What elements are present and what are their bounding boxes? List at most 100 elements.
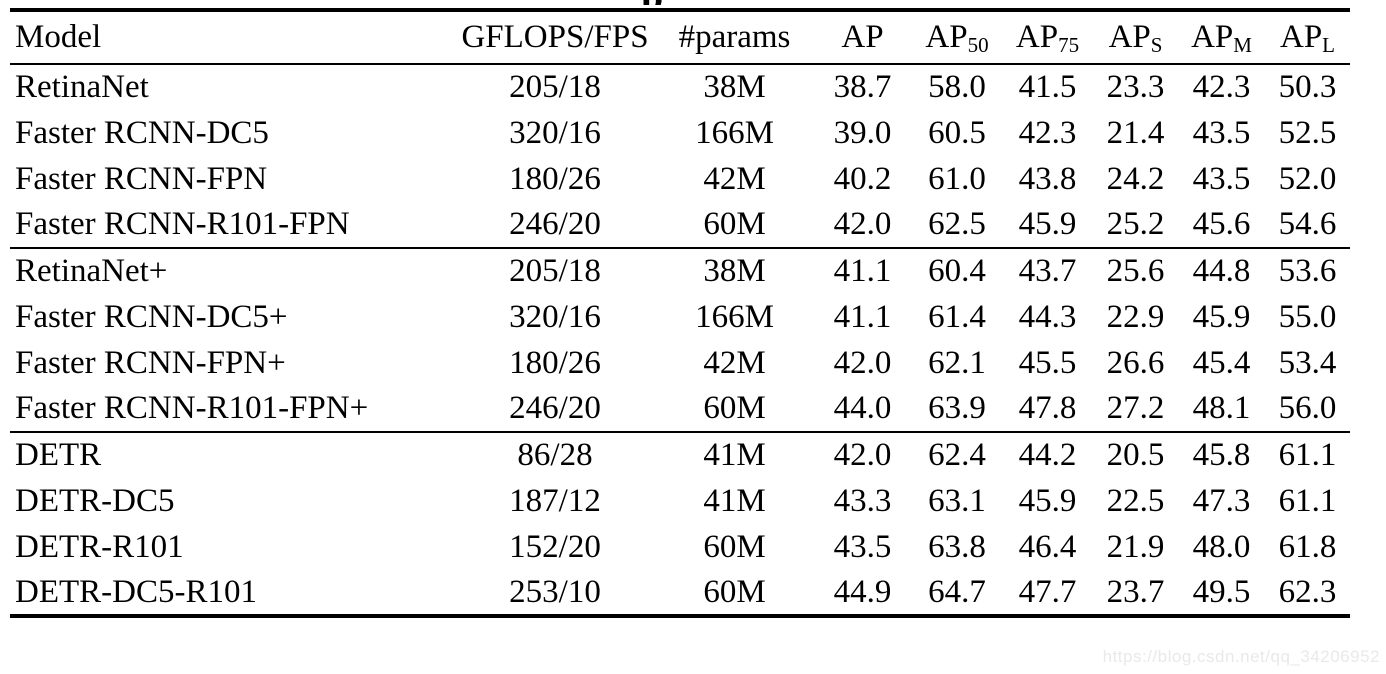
table-row: DETR-DC5-R101 253/10 60M 44.9 64.7 47.7 23.7 49… <box>10 570 1350 616</box>
column-header-subscript: M <box>1233 33 1252 57</box>
cell-params: 60M <box>703 206 766 242</box>
cell-aps: 25.6 <box>1106 253 1165 289</box>
cell-ap75: 43.8 <box>1018 160 1077 197</box>
column-header-subscript: 50 <box>967 33 989 57</box>
cell-gflops_fps: 180/26 <box>509 344 601 381</box>
cell-ap: 41.1 <box>833 253 892 289</box>
cell-apl: 56.0 <box>1278 390 1337 426</box>
cell-ap50: 63.9 <box>928 390 986 426</box>
cell-ap: 43.3 <box>833 482 892 519</box>
cell-apm: 43.5 <box>1192 160 1251 197</box>
table-row: Faster RCNN-FPN 180/26 42M 40.2 61.0 43.8 24.2… <box>10 156 1350 202</box>
cell-model: Faster RCNN-R101-FPN <box>15 206 350 242</box>
cell-params: 38M <box>703 69 766 105</box>
cell-aps: 23.7 <box>1106 573 1165 610</box>
cell-apm: 42.3 <box>1192 69 1251 105</box>
cell-gflops_fps: 152/20 <box>509 528 601 565</box>
cell-apl: 61.8 <box>1278 528 1337 565</box>
cell-ap50: 63.8 <box>928 528 986 565</box>
cell-apm: 49.5 <box>1192 573 1251 610</box>
cell-params: 42M <box>703 344 766 381</box>
cell-params: 41M <box>703 437 766 473</box>
cell-aps: 26.6 <box>1106 344 1165 381</box>
cell-ap75: 43.7 <box>1018 253 1077 289</box>
cell-apm: 45.4 <box>1192 344 1251 381</box>
column-header-subscript: L <box>1322 33 1335 57</box>
column-header-gflops_fps: GFLOPS/FPS <box>461 19 649 55</box>
cell-aps: 21.4 <box>1106 114 1165 151</box>
table-row: Faster RCNN-DC5+ 320/16 166M 41.1 61.4 44.3 22… <box>10 294 1350 340</box>
cell-params: 60M <box>703 390 766 426</box>
cell-apl: 53.6 <box>1278 253 1337 289</box>
column-header-ap: AP <box>841 19 884 55</box>
cell-apm: 45.9 <box>1192 298 1251 335</box>
table-row: Faster RCNN-DC5 320/16 166M 39.0 60.5 42.3 21.… <box>10 110 1350 156</box>
cell-ap50: 62.1 <box>928 344 986 381</box>
cell-ap50: 58.0 <box>928 69 986 105</box>
cell-model: Faster RCNN-R101-FPN+ <box>15 390 369 426</box>
table-row: Faster RCNN-R101-FPN 246/20 60M 42.0 62.5 45.… <box>10 202 1350 248</box>
column-header-params: #params <box>678 19 791 55</box>
cell-ap: 42.0 <box>833 206 892 242</box>
table-row: DETR 86/28 41M 42.0 62.4 44.2 20.5 45.8 61.1 <box>10 432 1350 478</box>
cell-model: Faster RCNN-FPN+ <box>15 344 286 381</box>
cell-ap75: 46.4 <box>1018 528 1077 565</box>
cell-model: DETR <box>15 437 102 473</box>
cell-params: 60M <box>703 573 766 610</box>
cell-gflops_fps: 205/18 <box>509 69 601 105</box>
table-row: Faster RCNN-R101-FPN+ 246/20 60M 44.0 63.9 47… <box>10 386 1350 432</box>
header-row: Model GFLOPS/FPS #params AP AP50 AP75 APS APM AP… <box>10 10 1350 64</box>
cell-gflops_fps: 246/20 <box>509 390 601 426</box>
cell-model: Faster RCNN-DC5+ <box>15 298 288 335</box>
cell-apl: 55.0 <box>1278 298 1337 335</box>
cell-model: DETR-DC5 <box>15 482 175 519</box>
cell-apm: 44.8 <box>1192 253 1251 289</box>
cell-ap: 44.0 <box>833 390 892 426</box>
column-header-model: Model <box>15 19 102 55</box>
cell-apm: 48.1 <box>1192 390 1251 426</box>
cell-apm: 43.5 <box>1192 114 1251 151</box>
cell-ap50: 62.4 <box>928 437 986 473</box>
column-header-apl: APL <box>1279 19 1335 57</box>
watermark-url: https://blog.csdn.net/qq_34206952 <box>1102 647 1380 666</box>
cell-model: DETR-DC5-R101 <box>15 573 257 610</box>
cell-apm: 47.3 <box>1192 482 1251 519</box>
column-header-ap50: AP50 <box>925 19 989 57</box>
column-header-aps: APS <box>1108 19 1163 57</box>
cell-aps: 21.9 <box>1106 528 1165 565</box>
cell-ap: 39.0 <box>833 114 892 151</box>
cell-model: RetinaNet+ <box>15 253 168 289</box>
table-row: RetinaNet+ 205/18 38M 41.1 60.4 43.7 25.6 44.8 5… <box>10 248 1350 294</box>
cell-aps: 20.5 <box>1106 437 1165 473</box>
cell-ap: 41.1 <box>833 298 892 335</box>
cell-ap: 43.5 <box>833 528 892 565</box>
cell-ap75: 42.3 <box>1018 114 1077 151</box>
cell-ap50: 64.7 <box>928 573 986 610</box>
cell-ap75: 44.3 <box>1018 298 1077 335</box>
table-section-3: DETR 86/28 41M 42.0 62.4 44.2 20.5 45.8 61.1 DETR… <box>10 432 1350 616</box>
cell-ap50: 60.4 <box>928 253 986 289</box>
column-header-ap75: AP75 <box>1015 19 1080 57</box>
cell-model: Faster RCNN-FPN <box>15 160 268 197</box>
cell-apm: 45.8 <box>1192 437 1251 473</box>
cell-apl: 61.1 <box>1278 437 1337 473</box>
cell-gflops_fps: 205/18 <box>509 253 601 289</box>
cell-apl: 61.1 <box>1278 482 1337 519</box>
cell-params: 60M <box>703 528 766 565</box>
cell-gflops_fps: 187/12 <box>509 482 601 519</box>
cell-ap: 38.7 <box>833 69 892 105</box>
cell-ap75: 44.2 <box>1018 437 1077 473</box>
cell-ap75: 45.9 <box>1018 482 1077 519</box>
cell-apl: 52.0 <box>1278 160 1337 197</box>
cell-apl: 54.6 <box>1278 206 1337 242</box>
cell-aps: 24.2 <box>1106 160 1165 197</box>
cell-gflops_fps: 246/20 <box>509 206 601 242</box>
cell-apm: 48.0 <box>1192 528 1251 565</box>
cell-apm: 45.6 <box>1192 206 1251 242</box>
cell-model: Faster RCNN-DC5 <box>15 114 269 151</box>
cell-aps: 25.2 <box>1106 206 1165 242</box>
cell-gflops_fps: 180/26 <box>509 160 601 197</box>
caption-fragment-glyph: p <box>641 0 663 5</box>
cell-apl: 53.4 <box>1278 344 1337 381</box>
